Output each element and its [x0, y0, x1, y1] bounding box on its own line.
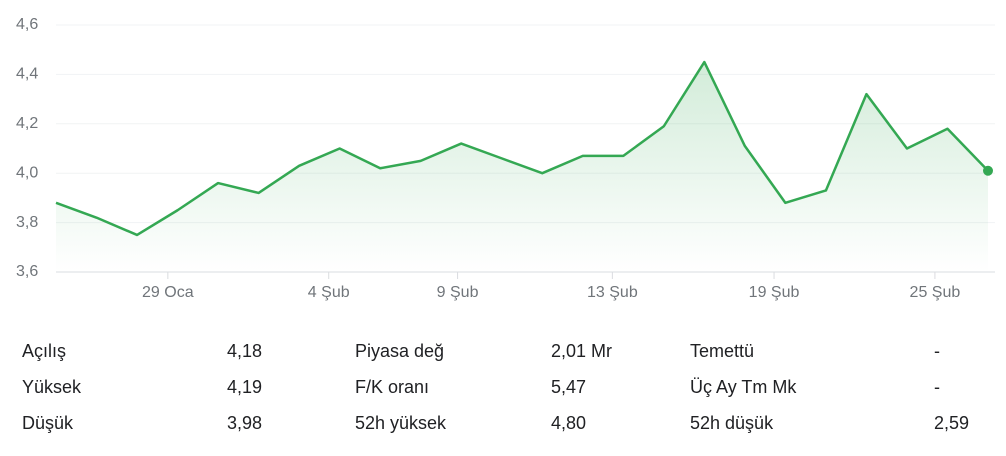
y-tick-label: 4,0: [16, 164, 38, 181]
stat-value: 4,18: [227, 341, 262, 361]
y-tick-label: 3,8: [16, 214, 38, 231]
last-point: [983, 165, 993, 176]
y-tick-label: 4,2: [16, 115, 38, 132]
y-tick-label: 3,6: [16, 263, 38, 280]
x-tick-label: 9 Şub: [437, 284, 479, 301]
stat-label: Piyasa değ: [355, 341, 444, 361]
stat-value: 3,98: [227, 413, 262, 433]
stat-value: 4,19: [227, 377, 262, 397]
x-tick-label: 13 Şub: [587, 284, 638, 301]
stat-value: 2,59: [934, 413, 969, 433]
stat-value: 2,01 Mr: [551, 341, 612, 361]
stat-label: Yüksek: [22, 377, 82, 397]
x-tick-label: 29 Oca: [142, 284, 194, 301]
stat-value: -: [934, 377, 940, 397]
x-tick-label: 19 Şub: [749, 284, 800, 301]
stat-label: F/K oranı: [355, 377, 429, 397]
stat-label: 52h düşük: [690, 413, 774, 433]
x-tick-label: 4 Şub: [308, 284, 350, 301]
stat-value: 4,80: [551, 413, 586, 433]
y-tick-label: 4,6: [16, 16, 38, 33]
plot: [55, 60, 993, 272]
y-tick-label: 4,4: [16, 66, 38, 83]
stats-table: Açılış 4,18 Yüksek 4,19 Düşük 3,98 Piyasa değ 2…: [22, 341, 969, 433]
stat-label: 52h yüksek: [355, 413, 447, 433]
stat-label: Açılış: [22, 341, 66, 361]
stat-label: Üç Ay Tm Mk: [690, 377, 797, 397]
stat-value: 5,47: [551, 377, 586, 397]
line: [55, 60, 989, 237]
stat-label: Düşük: [22, 413, 74, 433]
x-tick-label: 25 Şub: [910, 284, 961, 301]
stat-label: Temettü: [690, 341, 754, 361]
stat-value: -: [934, 341, 940, 361]
